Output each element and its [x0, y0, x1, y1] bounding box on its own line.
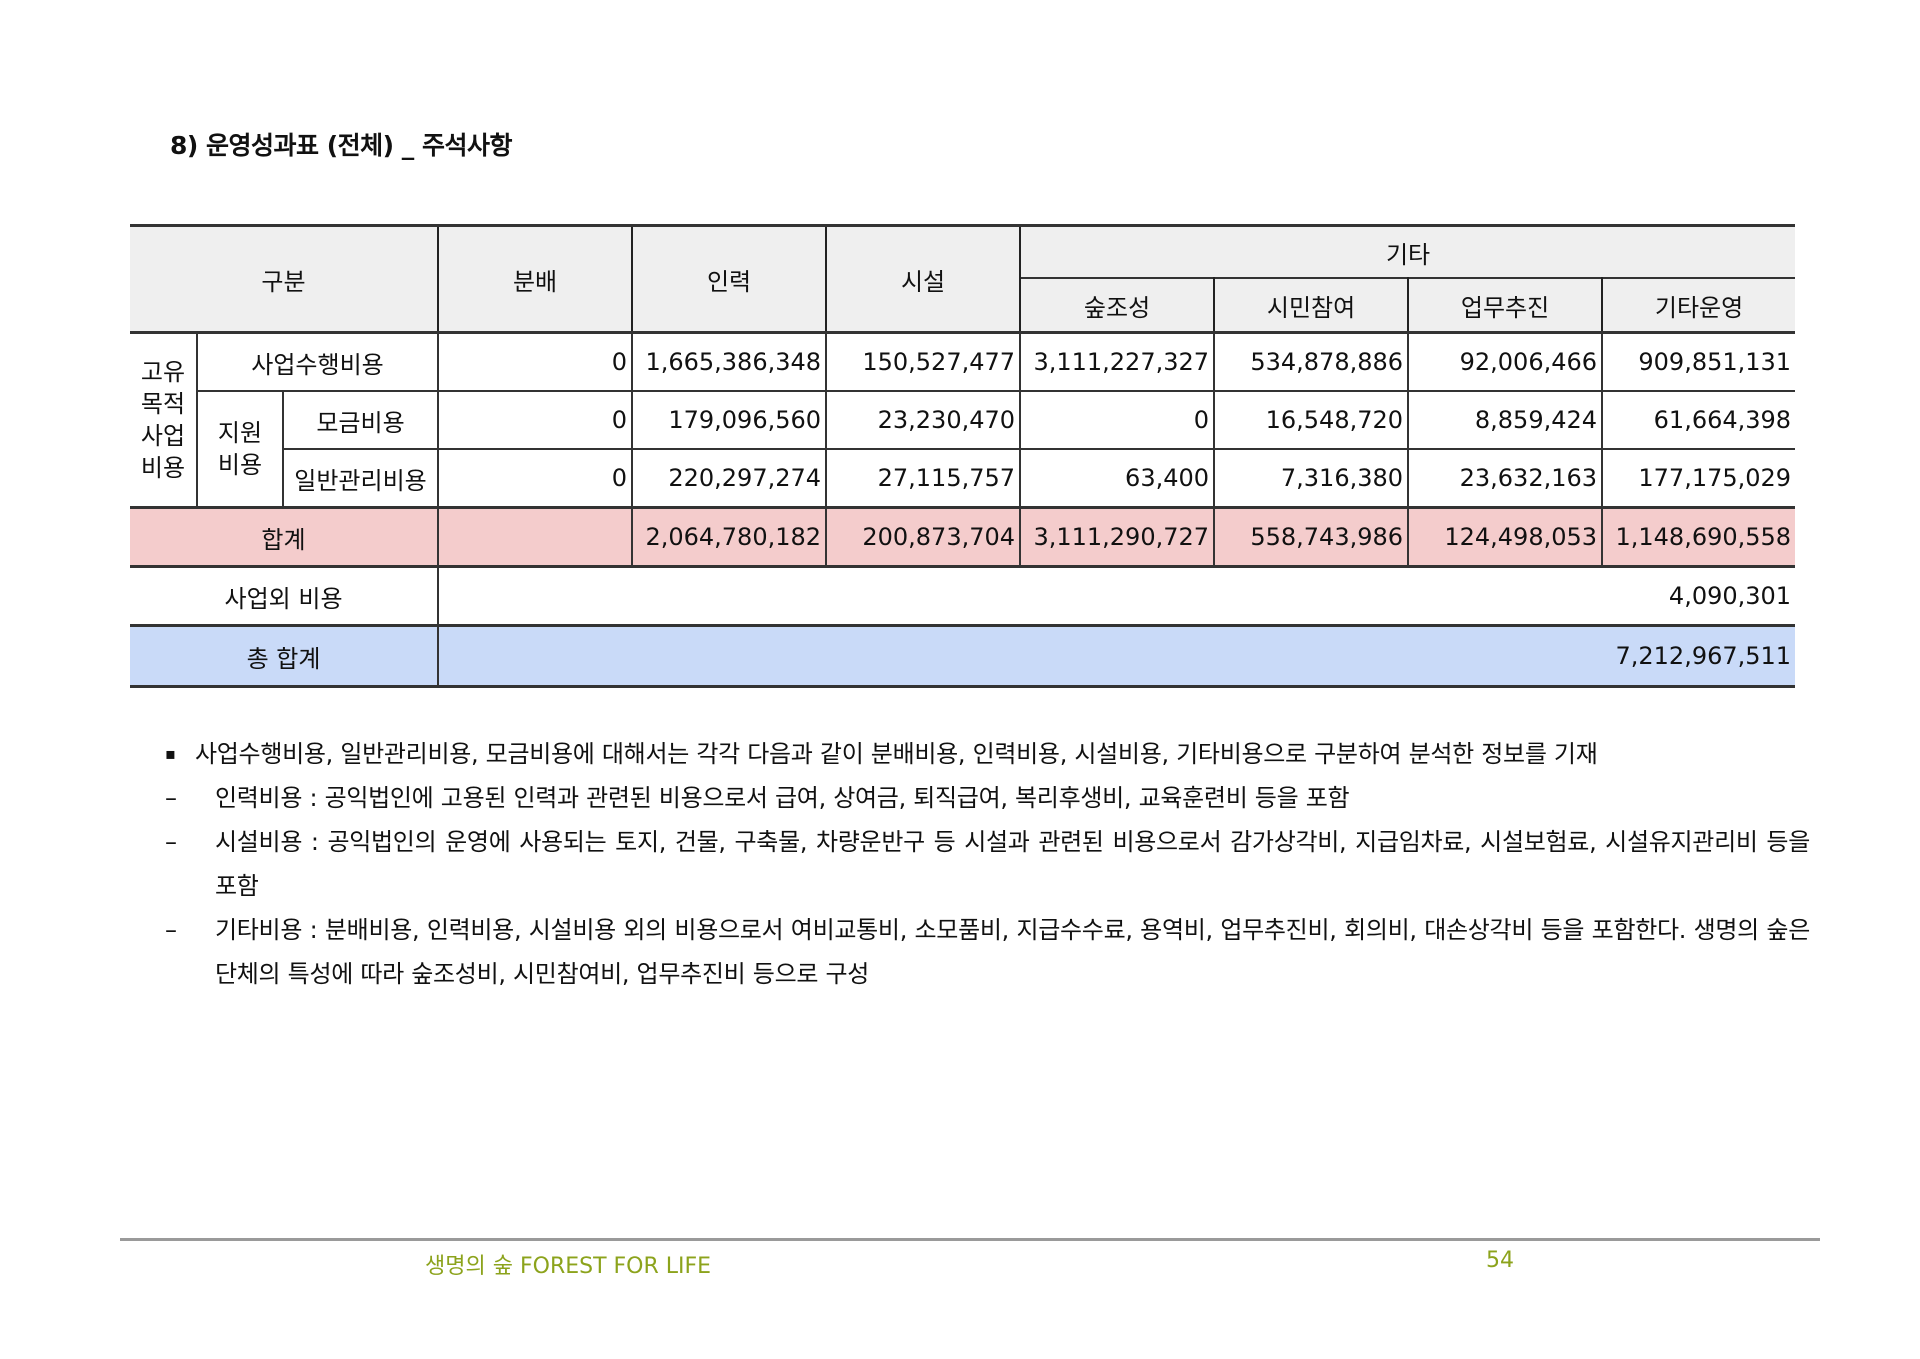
cell-value: 1,665,386,348 [631, 331, 828, 392]
operating-results-table-container: 구분 분배 인력 시설 기타 숲조성 시민참여 업무추진 기타운영 고유 목적 … [130, 224, 1796, 688]
cell-value: 23,230,470 [825, 390, 1022, 450]
notes-section: ▪ 사업수행비용, 일반관리비용, 모금비용에 대해서는 각각 다음과 같이 분배… [165, 732, 1810, 996]
header-distribution: 분배 [437, 224, 634, 333]
cell-value: 23,632,163 [1407, 448, 1604, 509]
table-row: 고유 목적 사업 비용 사업수행비용 0 1,665,386,348 150,5… [130, 331, 1796, 509]
cell-value: 200,873,704 [825, 506, 1022, 568]
header-facility: 시설 [825, 224, 1022, 333]
note-text: 기타비용 : 분배비용, 인력비용, 시설비용 외의 비용으로서 여비교통비, … [215, 916, 1810, 988]
cell-value: 27,115,757 [825, 448, 1022, 509]
footer-org: 생명의 숲 FOREST FOR LIFE [425, 1248, 711, 1280]
header-forest-creation: 숲조성 [1019, 277, 1216, 333]
cell-value: 220,297,274 [631, 448, 828, 509]
row-label: 사업수행비용 [195, 331, 440, 392]
header-citizen-participation: 시민참여 [1213, 277, 1410, 333]
footer-divider [120, 1238, 1820, 1241]
dash-marker: – [165, 916, 177, 944]
cell-value: 3,111,227,327 [1019, 331, 1216, 392]
footer-org-en: FOREST FOR LIFE [519, 1254, 712, 1279]
note-item: ▪ 사업수행비용, 일반관리비용, 모금비용에 대해서는 각각 다음과 같이 분배… [165, 732, 1810, 776]
page-number: 54 [1486, 1248, 1514, 1273]
header-personnel: 인력 [631, 224, 828, 333]
non-business-row: 사업외 비용 4,090,301 [130, 565, 1796, 627]
note-text: 사업수행비용, 일반관리비용, 모금비용에 대해서는 각각 다음과 같이 분배비… [195, 740, 1598, 768]
dash-marker: – [165, 784, 177, 812]
header-other: 기타 [1019, 224, 1796, 278]
bullet-square-icon: ▪ [165, 744, 176, 763]
dash-marker: – [165, 828, 177, 856]
cell-value: 3,111,290,727 [1019, 506, 1216, 568]
footer-org-ko: 생명의 숲 [425, 1254, 513, 1279]
cell-value: 0 [437, 448, 634, 509]
grand-total-value: 7,212,967,511 [437, 624, 1796, 688]
cell-value: 1,148,690,558 [1601, 506, 1796, 568]
group-label-purpose-cost: 고유 목적 사업 비용 [130, 331, 198, 509]
cell-value: 7,316,380 [1213, 448, 1410, 509]
cell-value: 61,664,398 [1601, 390, 1796, 450]
note-item: – 시설비용 : 공익법인의 운영에 사용되는 토지, 건물, 구축물, 차량운반… [165, 820, 1810, 908]
note-item: – 기타비용 : 분배비용, 인력비용, 시설비용 외의 비용으로서 여비교통비,… [165, 908, 1810, 996]
cell-value: 177,175,029 [1601, 448, 1796, 509]
table-row: 일반관리비용 0 220,297,274 27,115,757 63,400 7… [130, 448, 1796, 509]
note-item: – 인력비용 : 공익법인에 고용된 인력과 관련된 비용으로서 급여, 상여금,… [165, 776, 1810, 820]
header-business-promotion: 업무추진 [1407, 277, 1604, 333]
grand-total-row: 총 합계 7,212,967,511 [130, 624, 1796, 688]
row-label: 일반관리비용 [283, 448, 440, 509]
cell-value: 0 [437, 390, 634, 450]
cell-value: 63,400 [1019, 448, 1216, 509]
grand-total-label: 총 합계 [130, 624, 440, 688]
table-row: 지원 비용 모금비용 0 179,096,560 23,230,470 0 16… [130, 390, 1796, 509]
cell-value: 909,851,131 [1601, 331, 1796, 392]
header-other-operation: 기타운영 [1601, 277, 1796, 333]
cell-value: 16,548,720 [1213, 390, 1410, 450]
cell-value: 2,064,780,182 [631, 506, 828, 568]
non-business-label: 사업외 비용 [130, 565, 440, 627]
group-label-support-cost: 지원 비용 [197, 390, 284, 509]
cell-value: 558,743,986 [1213, 506, 1410, 568]
cell-value [437, 506, 634, 568]
cell-value: 8,859,424 [1407, 390, 1604, 450]
row-label: 모금비용 [281, 390, 440, 450]
note-text: 인력비용 : 공익법인에 고용된 인력과 관련된 비용으로서 급여, 상여금, … [215, 784, 1350, 812]
cell-value: 150,527,477 [825, 331, 1022, 392]
note-text: 시설비용 : 공익법인의 운영에 사용되는 토지, 건물, 구축물, 차량운반구… [215, 828, 1810, 900]
sum-row: 합계 2,064,780,182 200,873,704 3,111,290,7… [130, 506, 1796, 568]
operating-results-table: 구분 분배 인력 시설 기타 숲조성 시민참여 업무추진 기타운영 고유 목적 … [130, 224, 1796, 688]
sum-label: 합계 [130, 506, 440, 568]
non-business-value: 4,090,301 [437, 565, 1796, 627]
cell-value: 0 [437, 331, 634, 392]
page-title: 8) 운영성과표 (전체) _ 주석사항 [170, 131, 513, 160]
cell-value: 92,006,466 [1407, 331, 1604, 392]
cell-value: 534,878,886 [1213, 331, 1410, 392]
cell-value: 124,498,053 [1407, 506, 1604, 568]
cell-value: 0 [1019, 390, 1216, 450]
header-category: 구분 [130, 224, 440, 333]
cell-value: 179,096,560 [631, 390, 828, 450]
